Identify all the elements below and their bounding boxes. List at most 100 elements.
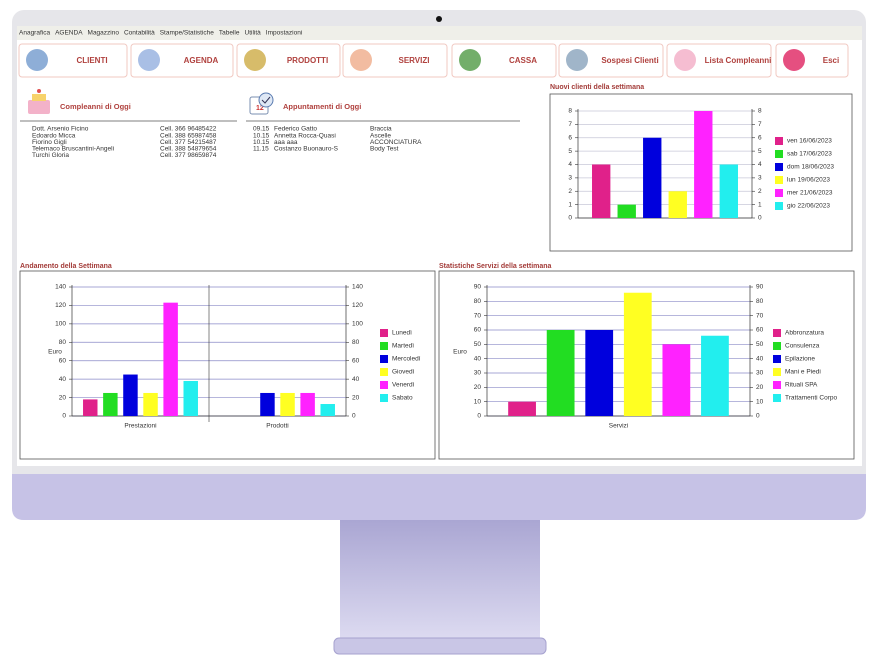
birthday-cell: Fiorino Gigli xyxy=(32,139,67,146)
birthday-cell: Turchi Gloria xyxy=(32,152,69,159)
legend-label: sab 17/06/2023 xyxy=(787,151,832,158)
legend: Abbronzatura Consulenza Epilazione Mani e P… xyxy=(773,329,838,402)
birthday-cell: Cell. 377 54215487 xyxy=(160,139,217,146)
y-tick-label: 70 xyxy=(474,312,482,319)
bar xyxy=(668,191,687,218)
legend: Lunedì Martedì Mercoledì Giovedì Venerdì Saba… xyxy=(380,329,421,402)
button-label[interactable]: Esci xyxy=(823,56,839,65)
bar xyxy=(662,344,691,416)
y-tick-label: 100 xyxy=(55,321,66,328)
y-tick-label: 30 xyxy=(474,370,482,377)
y2-tick-label: 120 xyxy=(352,302,363,309)
menu-item[interactable]: Tabelle xyxy=(219,30,240,37)
y2-tick-label: 2 xyxy=(758,188,762,195)
appointment-cell: 10.15 xyxy=(253,139,270,146)
legend-label: Lunedì xyxy=(392,330,412,337)
monitor-stand xyxy=(340,518,540,640)
menu-item[interactable]: AGENDA xyxy=(55,30,83,37)
birthday-cell: Cell. 366 96485422 xyxy=(160,126,217,133)
y-tick-label: 5 xyxy=(568,148,572,155)
y-tick-label: 60 xyxy=(59,357,67,364)
y-tick-label: 3 xyxy=(568,175,572,182)
x-tick-label: Prestazioni xyxy=(124,423,156,430)
legend-label: Sabato xyxy=(392,395,413,402)
y2-tick-label: 30 xyxy=(756,370,764,377)
y2-tick-label: 50 xyxy=(756,341,764,348)
button-icon xyxy=(566,49,588,71)
y-tick-label: 1 xyxy=(568,201,572,208)
y2-tick-label: 5 xyxy=(758,148,762,155)
legend-label: Martedì xyxy=(392,343,414,350)
toolbar-button[interactable] xyxy=(558,43,664,78)
bar xyxy=(592,164,611,218)
legend-label: dom 18/06/2023 xyxy=(787,164,834,171)
legend-swatch xyxy=(773,342,781,350)
y2-tick-label: 80 xyxy=(352,339,360,346)
legend-label: Mercoledì xyxy=(392,356,421,363)
menu-item[interactable]: Magazzino xyxy=(88,30,120,37)
legend-label: Epilazione xyxy=(785,356,815,363)
y2-tick-label: 1 xyxy=(758,201,762,208)
y-tick-label: 90 xyxy=(474,284,482,291)
button-label[interactable]: CLIENTI xyxy=(76,56,107,65)
legend-swatch xyxy=(775,163,783,171)
y-tick-label: 120 xyxy=(55,302,66,309)
toolbar-button[interactable] xyxy=(666,43,772,78)
menu-item[interactable]: Stampe/Statistiche xyxy=(160,30,215,37)
menu-item[interactable]: Utilità xyxy=(245,30,262,37)
appointment-cell: 09.15 xyxy=(253,126,270,133)
toolbar-button[interactable] xyxy=(18,43,128,78)
y-tick-label: 20 xyxy=(59,394,67,401)
y-tick-label: 0 xyxy=(477,413,481,420)
legend-label: Abbronzatura xyxy=(785,330,824,337)
appointment-cell: Braccia xyxy=(370,126,392,133)
button-label[interactable]: SERVIZI xyxy=(399,56,430,65)
button-label[interactable]: Sospesi Clienti xyxy=(601,56,658,65)
y-axis-label: Euro xyxy=(453,349,467,356)
bar xyxy=(617,204,636,218)
button-icon xyxy=(244,49,266,71)
button-label[interactable]: PRODOTTI xyxy=(287,56,328,65)
birthday-cell: Edoardo Micca xyxy=(32,132,76,139)
legend-swatch xyxy=(380,355,388,363)
y-tick-label: 7 xyxy=(568,121,572,128)
y-tick-label: 20 xyxy=(474,384,482,391)
bar xyxy=(719,164,738,218)
menu-item[interactable]: Impostazioni xyxy=(266,30,303,37)
button-label[interactable]: AGENDA xyxy=(184,56,219,65)
legend-label: Mani e Piedi xyxy=(785,369,821,376)
legend-swatch xyxy=(380,394,388,402)
y2-tick-label: 20 xyxy=(352,394,360,401)
toolbar-button[interactable] xyxy=(342,43,448,78)
toolbar-button[interactable] xyxy=(451,43,557,78)
legend-swatch xyxy=(380,329,388,337)
y-tick-label: 50 xyxy=(474,341,482,348)
camera xyxy=(436,16,442,22)
y-tick-label: 0 xyxy=(62,413,66,420)
monitor-chin xyxy=(12,474,866,520)
chart-title: Statistiche Servizi della settimana xyxy=(439,263,552,270)
menu-item[interactable]: Anagrafica xyxy=(19,30,50,37)
y2-tick-label: 8 xyxy=(758,108,762,115)
y2-tick-label: 7 xyxy=(758,121,762,128)
section-title: Appuntamenti di Oggi xyxy=(283,102,361,111)
legend-swatch xyxy=(773,394,781,402)
bar xyxy=(123,374,138,416)
y-tick-label: 8 xyxy=(568,108,572,115)
button-label[interactable]: CASSA xyxy=(509,56,537,65)
legend-swatch xyxy=(775,150,783,158)
bar xyxy=(163,302,178,416)
menu-item[interactable]: Contabilità xyxy=(124,30,155,37)
y2-tick-label: 60 xyxy=(756,327,764,334)
y2-tick-label: 90 xyxy=(756,284,764,291)
y2-tick-label: 4 xyxy=(758,161,762,168)
y2-tick-label: 10 xyxy=(756,398,764,405)
legend-swatch xyxy=(775,189,783,197)
bar xyxy=(320,404,335,416)
button-label[interactable]: Lista Compleanni xyxy=(705,56,772,65)
legend-swatch xyxy=(773,355,781,363)
bar xyxy=(585,330,614,416)
appointment-cell: aaa aaa xyxy=(274,139,298,146)
legend-swatch xyxy=(773,368,781,376)
appointment-cell: 11.15 xyxy=(253,146,269,153)
